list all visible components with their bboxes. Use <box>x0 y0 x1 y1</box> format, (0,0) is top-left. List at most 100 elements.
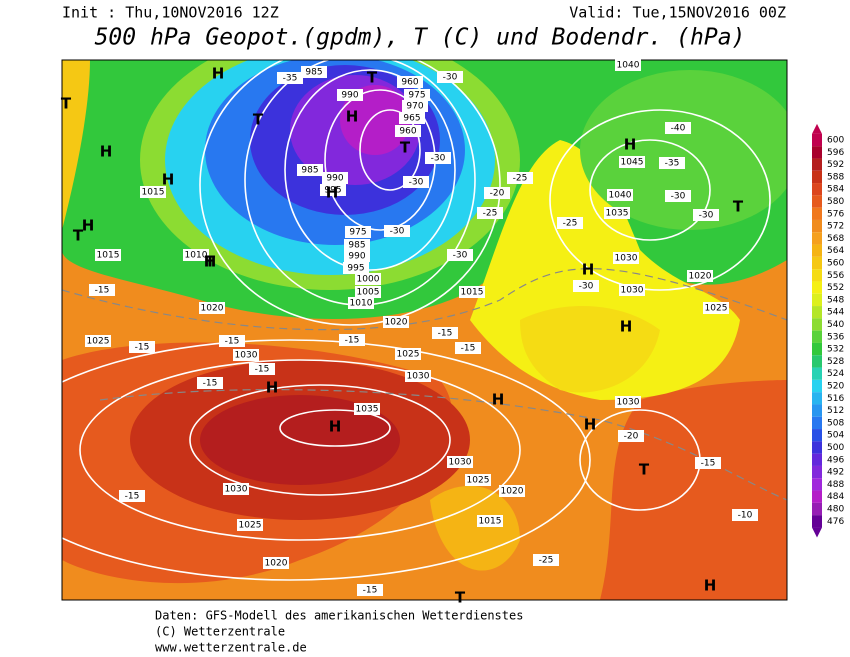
label-box <box>320 184 346 196</box>
label-box <box>348 297 374 309</box>
contour-label-text: -20 <box>624 432 639 442</box>
label-box <box>337 89 363 101</box>
colorbar-cap <box>812 123 822 134</box>
contour-label-text: 1030 <box>225 485 248 495</box>
label-box <box>703 302 729 314</box>
label-box <box>693 209 719 221</box>
contour-label: 1030 <box>447 456 473 468</box>
label-box <box>607 189 633 201</box>
pressure-symbol: T <box>400 139 411 157</box>
contour-label-text: 1035 <box>606 209 629 219</box>
contour-label-text: -30 <box>699 211 714 221</box>
colorbar-label: 532 <box>827 345 844 355</box>
colorbar-swatch <box>812 146 822 159</box>
pressure-symbol: H <box>620 318 633 336</box>
colorbar-swatch <box>812 355 822 368</box>
contour-label-text: 995 <box>347 264 364 274</box>
colorbar-label: 592 <box>827 160 844 170</box>
pressure-symbol: T <box>61 95 72 113</box>
contour-label-text: -30 <box>409 178 424 188</box>
contour-label: -25 <box>557 217 583 229</box>
contour-label-text: 1030 <box>621 286 644 296</box>
colorbar-label: 584 <box>827 185 844 195</box>
contour-label: 960 <box>397 76 423 88</box>
label-box <box>354 403 380 415</box>
label-box <box>619 284 645 296</box>
contour-label: 985 <box>344 239 370 251</box>
contour-label-text: -15 <box>438 329 453 339</box>
contour-label: 1045 <box>619 156 645 168</box>
label-box <box>119 490 145 502</box>
pressure-symbol: H <box>326 184 339 202</box>
contour-label-text: 1020 <box>265 559 288 569</box>
pressure-symbol: H <box>82 217 95 235</box>
contour-label: 1000 <box>355 273 381 285</box>
contour-label: 1030 <box>615 396 641 408</box>
contour-label: -30 <box>573 280 599 292</box>
contour-label: -15 <box>197 377 223 389</box>
contour-label: -30 <box>447 249 473 261</box>
label-box <box>665 122 691 134</box>
colorbar-label: 540 <box>827 320 844 330</box>
contour-label: 985 <box>297 164 323 176</box>
contour-label-text: 1030 <box>615 254 638 264</box>
contour-label-text: -30 <box>453 251 468 261</box>
pressure-symbol: H <box>584 416 597 434</box>
label-box <box>465 474 491 486</box>
colorbar-label: 548 <box>827 295 844 305</box>
pressure-symbol: H <box>266 379 279 397</box>
colorbar-swatch <box>812 379 822 393</box>
colorbar-label: 568 <box>827 234 844 244</box>
map-frame <box>61 59 788 601</box>
pressure-symbol: H <box>582 261 595 279</box>
contour-label-text: 1010 <box>350 299 373 309</box>
contour-label-text: -15 <box>225 337 240 347</box>
label-box <box>344 239 370 251</box>
contour-label: -15 <box>89 284 115 296</box>
colorbar-swatch <box>812 330 822 343</box>
label-box <box>384 225 410 237</box>
contour-label-text: -10 <box>738 511 753 521</box>
label-box <box>129 341 155 353</box>
contour-label: -30 <box>665 190 691 202</box>
colorbar-label: 508 <box>827 418 844 428</box>
label-box <box>615 396 641 408</box>
contour-label-text: 1015 <box>97 251 120 261</box>
contour-label: 975 <box>345 226 371 238</box>
label-box <box>197 377 223 389</box>
colorbar-label: 528 <box>827 357 844 367</box>
contour-label-text: -25 <box>513 174 528 184</box>
pressure-symbol: H <box>162 171 175 189</box>
contour-label: -15 <box>339 334 365 346</box>
contour-label: -15 <box>455 342 481 354</box>
pressure-symbol: H <box>704 577 717 595</box>
contour-label: 1025 <box>703 302 729 314</box>
colorbar-swatch <box>812 453 822 466</box>
contour-label-text: 1010 <box>185 251 208 261</box>
colorbar-swatch <box>812 441 822 454</box>
pressure-symbol: H <box>492 391 505 409</box>
footer-line: www.wetterzentrale.de <box>155 641 307 655</box>
contour-label-text: 1015 <box>461 288 484 298</box>
colorbar-swatch <box>812 392 822 405</box>
contour-label-text: 1030 <box>617 398 640 408</box>
pressure-symbol: T <box>455 589 466 607</box>
contour-label-text: -20 <box>490 189 505 199</box>
contour-label: -30 <box>384 225 410 237</box>
label-box <box>199 302 225 314</box>
colorbar-label: 480 <box>827 505 844 515</box>
contour-label: 1015 <box>459 286 485 298</box>
contour-label: 965 <box>399 112 425 124</box>
contour-label-text: 985 <box>348 241 365 251</box>
colorbar-label: 560 <box>827 259 844 269</box>
contour-label: 995 <box>320 184 346 196</box>
colorbar-label: 488 <box>827 480 844 490</box>
contour-label: 1015 <box>477 515 503 527</box>
contour-label: 1035 <box>354 403 380 415</box>
contour-label: -15 <box>129 341 155 353</box>
colorbar-swatch <box>812 158 822 171</box>
contour-label-text: 1025 <box>705 304 728 314</box>
contour-label: 995 <box>343 262 369 274</box>
label-box <box>345 226 371 238</box>
